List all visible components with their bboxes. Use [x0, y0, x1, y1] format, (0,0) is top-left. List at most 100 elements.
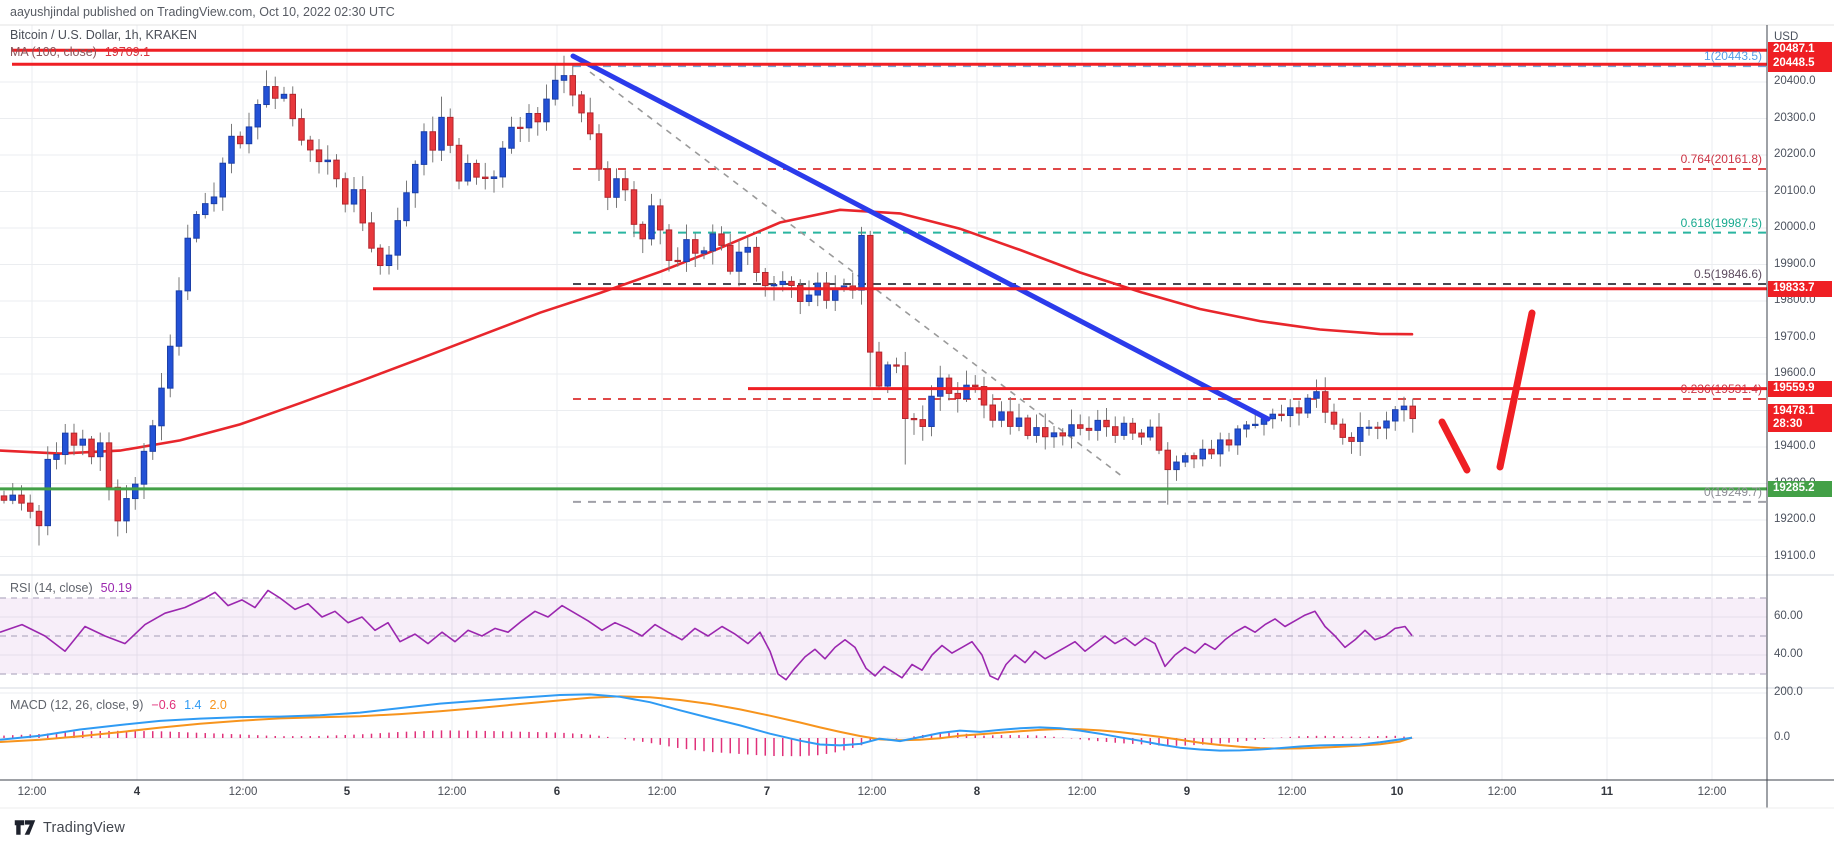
candle[interactable]: [1050, 425, 1058, 448]
candle[interactable]: [499, 141, 506, 188]
candle[interactable]: [307, 135, 314, 162]
candle[interactable]: [420, 123, 428, 176]
candle[interactable]: [517, 116, 524, 142]
candle[interactable]: [184, 224, 191, 300]
candle[interactable]: [1059, 428, 1066, 446]
candle[interactable]: [1409, 398, 1416, 433]
candle[interactable]: [1234, 425, 1241, 455]
candle[interactable]: [718, 226, 725, 251]
candle[interactable]: [132, 477, 139, 510]
rsi-legend-row[interactable]: RSI (14, close) 50.19: [10, 581, 132, 595]
candle[interactable]: [1383, 411, 1390, 440]
candle[interactable]: [237, 131, 244, 149]
candle[interactable]: [1374, 421, 1381, 440]
candle[interactable]: [429, 116, 436, 163]
candle[interactable]: [744, 236, 751, 265]
candle[interactable]: [674, 247, 681, 267]
candle[interactable]: [1182, 452, 1189, 468]
candle[interactable]: [97, 432, 104, 471]
candle[interactable]: [1348, 432, 1355, 454]
candle[interactable]: [1365, 420, 1373, 436]
candle[interactable]: [1077, 414, 1084, 436]
candle[interactable]: [543, 84, 550, 131]
candle[interactable]: [35, 504, 43, 546]
candle[interactable]: [219, 157, 226, 211]
candle[interactable]: [1085, 416, 1093, 441]
candle[interactable]: [27, 494, 34, 519]
blue-downtrend[interactable]: [570, 53, 1271, 422]
candle[interactable]: [648, 193, 655, 246]
candle[interactable]: [1112, 416, 1119, 443]
candle[interactable]: [560, 55, 568, 94]
candle[interactable]: [1138, 429, 1145, 445]
candle[interactable]: [123, 485, 130, 534]
candle[interactable]: [79, 429, 86, 456]
candle[interactable]: [867, 230, 874, 387]
candle[interactable]: [1120, 416, 1128, 440]
candle[interactable]: [1400, 396, 1408, 422]
candle[interactable]: [1269, 408, 1276, 429]
candle[interactable]: [280, 86, 288, 102]
candle[interactable]: [578, 91, 585, 123]
candle[interactable]: [289, 86, 296, 127]
candle[interactable]: [928, 385, 935, 437]
candle[interactable]: [53, 442, 60, 470]
candle[interactable]: [1094, 409, 1101, 441]
candle[interactable]: [368, 212, 375, 253]
gray-guide[interactable]: [589, 71, 1124, 478]
candle[interactable]: [893, 357, 900, 374]
candle[interactable]: [849, 272, 856, 299]
candle[interactable]: [1304, 394, 1311, 419]
candle[interactable]: [447, 108, 454, 154]
candle[interactable]: [394, 207, 401, 270]
candle[interactable]: [604, 161, 611, 211]
candle[interactable]: [228, 123, 235, 174]
candle[interactable]: [62, 423, 69, 465]
candle[interactable]: [1129, 417, 1136, 440]
candle[interactable]: [735, 239, 743, 287]
candle[interactable]: [1217, 432, 1224, 467]
candle[interactable]: [665, 224, 673, 272]
symbol-legend-row[interactable]: Bitcoin / U.S. Dollar, 1h, KRAKEN: [10, 28, 205, 42]
candle[interactable]: [630, 181, 638, 238]
candle[interactable]: [1190, 452, 1198, 469]
candle[interactable]: [70, 423, 78, 456]
candle[interactable]: [455, 138, 463, 190]
candle[interactable]: [1015, 403, 1023, 432]
candle[interactable]: [473, 159, 480, 185]
candle[interactable]: [534, 107, 541, 136]
candle[interactable]: [587, 97, 594, 141]
candle[interactable]: [639, 221, 646, 254]
candle[interactable]: [998, 401, 1005, 428]
candle[interactable]: [683, 224, 690, 272]
footer-logo[interactable]: TradingView: [14, 818, 125, 837]
candle[interactable]: [823, 271, 830, 309]
candle[interactable]: [333, 154, 340, 188]
candle[interactable]: [245, 112, 253, 154]
candle[interactable]: [1357, 412, 1364, 456]
candle[interactable]: [700, 246, 708, 260]
drawn-arrow[interactable]: [1438, 418, 1471, 474]
candle[interactable]: [1103, 408, 1110, 437]
candle[interactable]: [1313, 379, 1320, 408]
candle[interactable]: [1392, 405, 1399, 431]
candle[interactable]: [167, 334, 174, 398]
macd-legend-row[interactable]: MACD (12, 26, close, 9) −0.6 1.4 2.0: [10, 698, 227, 712]
candle[interactable]: [797, 279, 804, 315]
candle[interactable]: [832, 275, 839, 311]
candle[interactable]: [692, 233, 699, 268]
candle[interactable]: [263, 70, 270, 108]
candle[interactable]: [595, 124, 603, 182]
candle[interactable]: [525, 104, 533, 142]
ma-100-line[interactable]: [0, 208, 1414, 455]
candle[interactable]: [1322, 377, 1329, 424]
candle[interactable]: [1164, 442, 1171, 505]
candle[interactable]: [552, 65, 559, 106]
rsi-line[interactable]: [0, 589, 1413, 681]
candle[interactable]: [1225, 432, 1233, 452]
candle[interactable]: [788, 276, 795, 298]
candle[interactable]: [377, 244, 384, 275]
candle[interactable]: [202, 192, 209, 219]
candle[interactable]: [980, 376, 988, 419]
candle[interactable]: [902, 351, 909, 465]
